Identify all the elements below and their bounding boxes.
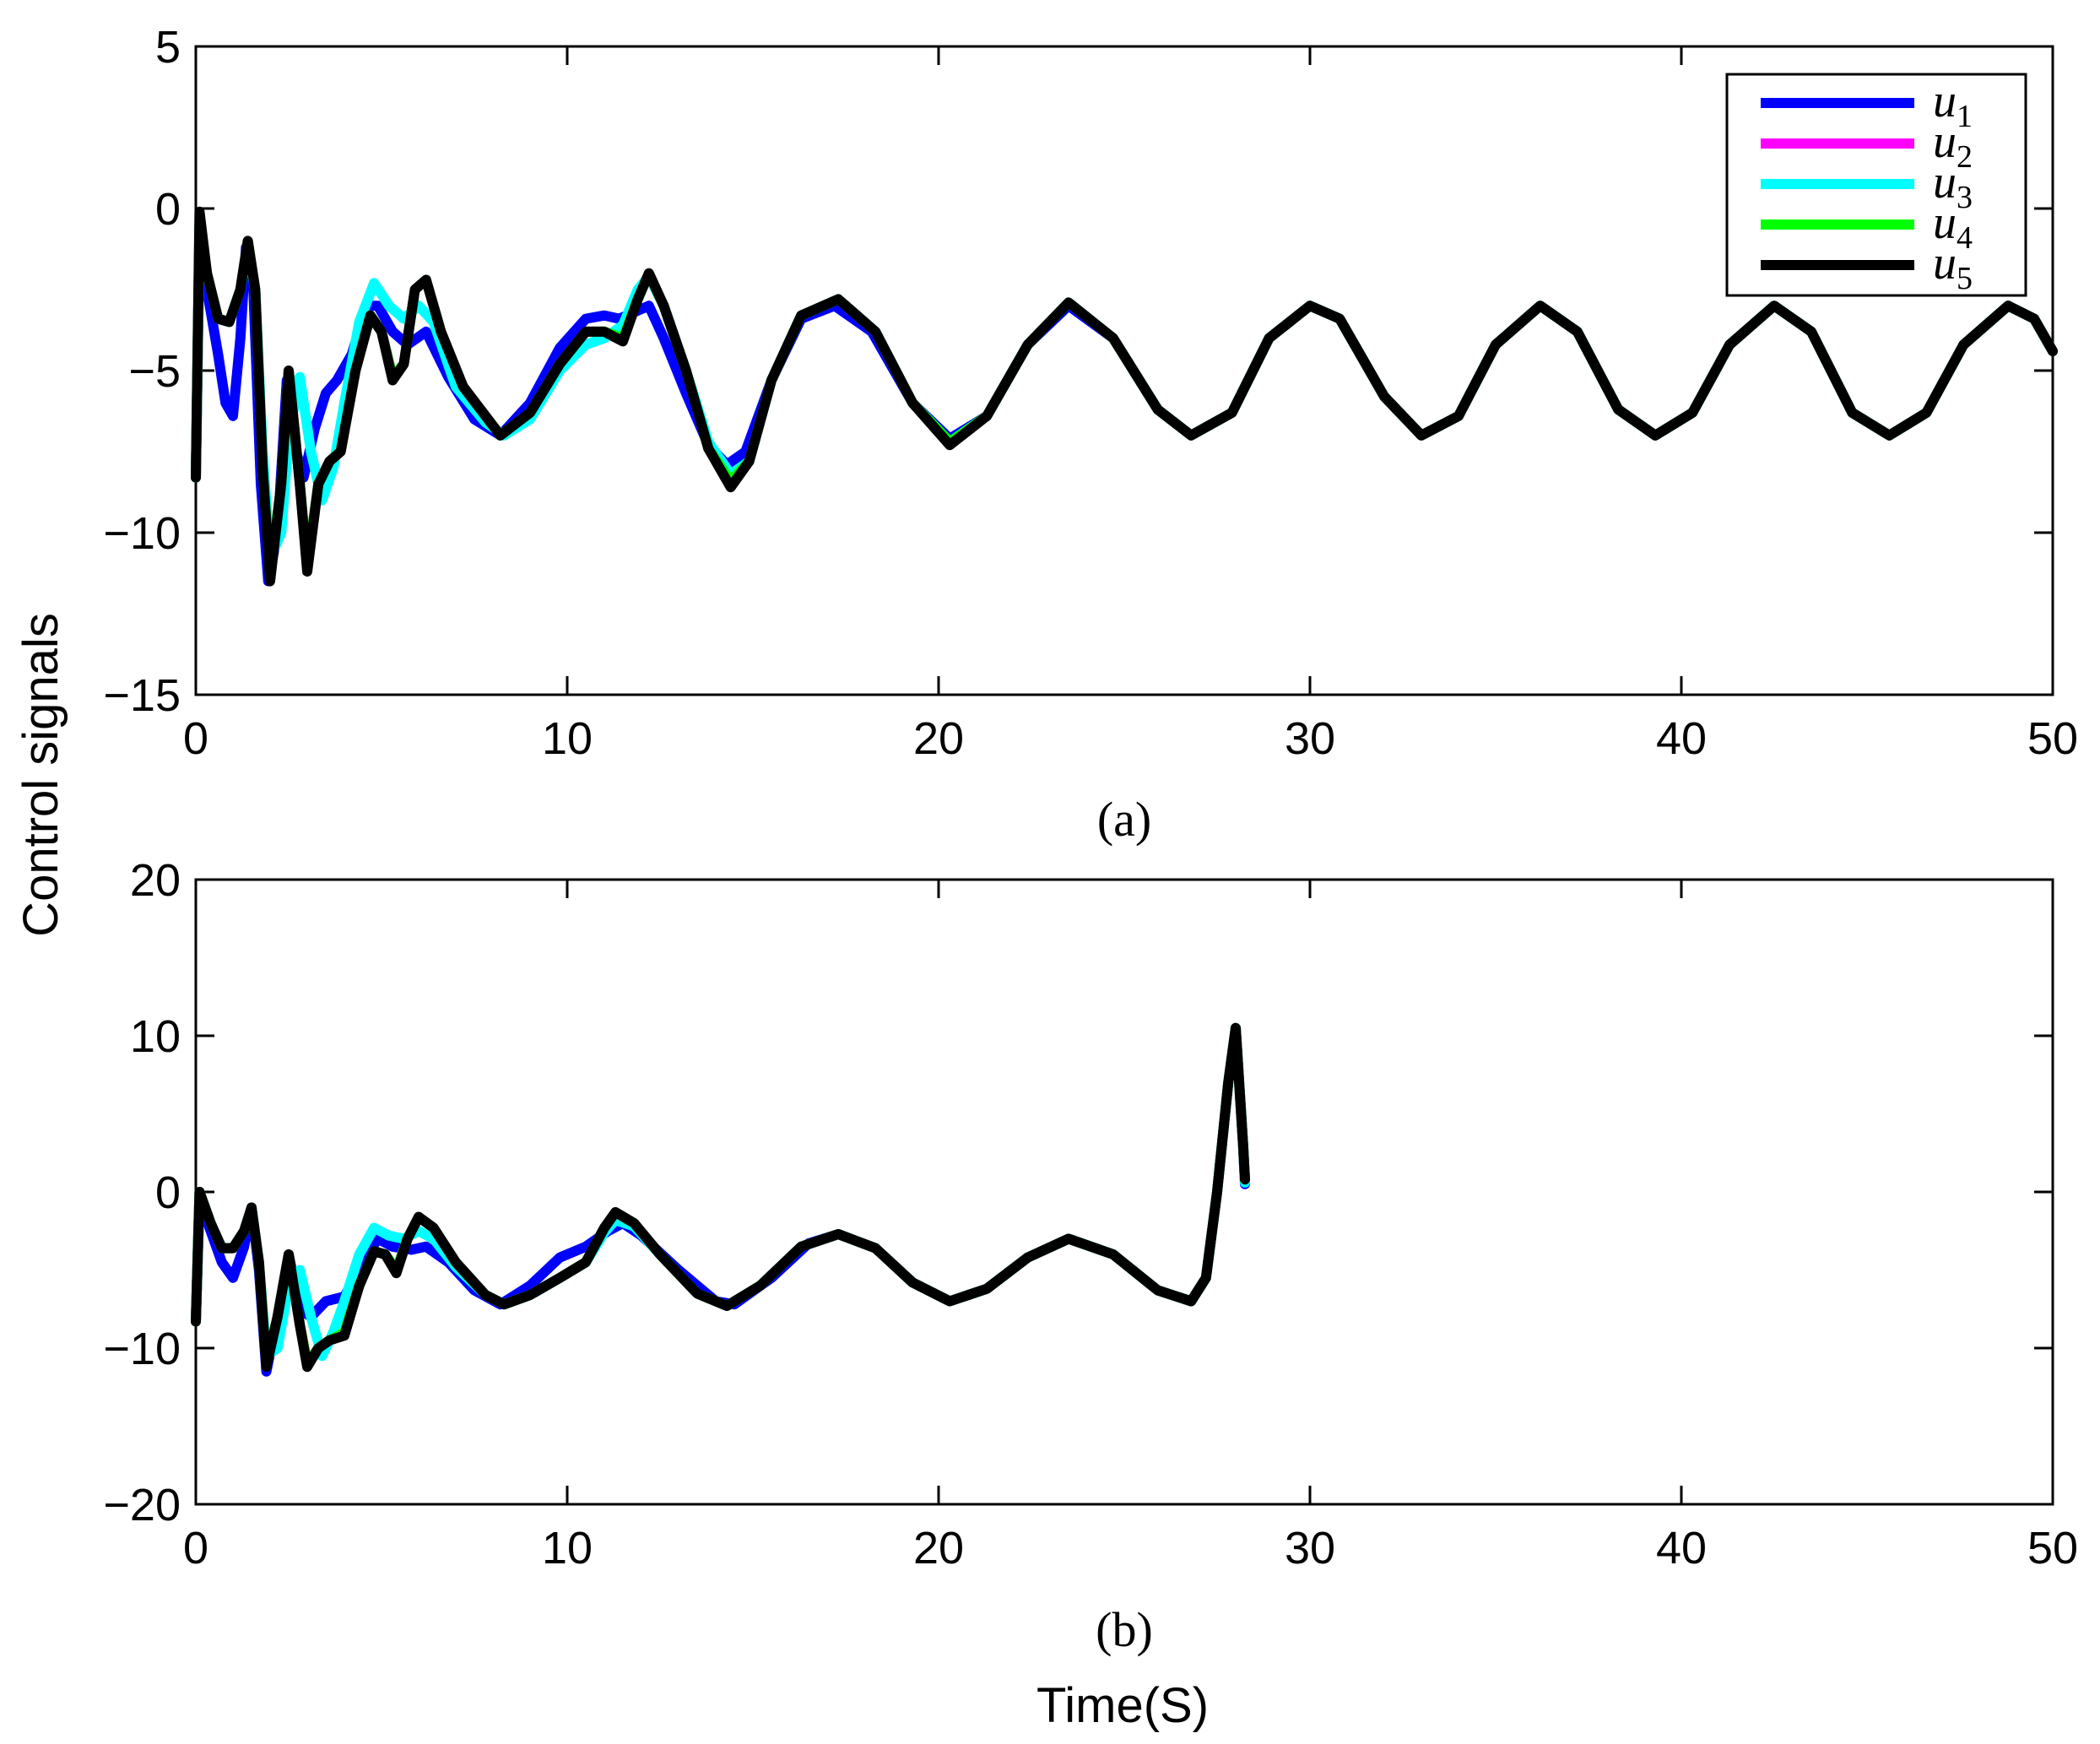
y-tick-label: 5 [155,22,181,73]
legend-label-base: u [1933,237,1957,290]
x-tick-label: 0 [183,713,208,764]
subplot-b-label: (b) [1096,1602,1153,1657]
legend-label: u4 [1933,197,1973,256]
x-tick-label: 50 [2027,1523,2078,1573]
legend-label-subscript: 2 [1957,139,1973,175]
legend-label-subscript: 5 [1957,261,1973,296]
x-tick-label: 20 [913,713,964,764]
legend-label: u2 [1933,116,1973,175]
legend-label: u5 [1933,237,1973,296]
legend-label-subscript: 4 [1957,220,1973,256]
legend-label-base: u [1933,75,1957,127]
legend-label: u3 [1933,156,1973,215]
x-tick-label: 20 [913,1523,964,1573]
y-tick-label: −10 [103,1324,181,1374]
y-tick-label: −15 [103,670,181,721]
subplot-b-ticks: 0 10 20 30 40 50 20 10 0 −10 −20 [103,855,2078,1573]
subplot-b-lines [191,1022,1250,1377]
y-tick-label: −5 [128,346,181,397]
subplot-a-label: (a) [1097,792,1151,847]
x-axis-title: Time(S) [1036,1678,1209,1733]
legend-label: u1 [1933,75,1973,134]
y-tick-label: −20 [103,1480,181,1530]
y-tick-label: 10 [130,1011,181,1062]
x-tick-label: 10 [542,1523,593,1573]
y-tick-label: 0 [155,1167,181,1218]
series-line-u5 [191,1022,1250,1373]
legend-label-subscript: 3 [1957,180,1973,215]
legend-label-base: u [1933,116,1957,168]
x-tick-label: 40 [1656,713,1707,764]
y-tick-label: 0 [155,184,181,235]
x-tick-label: 0 [183,1523,208,1573]
x-tick-label: 50 [2027,713,2078,764]
legend-label-base: u [1933,197,1957,249]
legend-label-subscript: 1 [1957,99,1973,134]
x-tick-label: 30 [1285,1523,1335,1573]
y-axis-title: Control signals [14,613,68,937]
series-line-u5 [191,206,2058,587]
subplot-b: 0 10 20 30 40 50 20 10 0 −10 −20 (b) [103,855,2078,1657]
y-tick-label: 20 [130,855,181,906]
legend-label-base: u [1933,156,1957,209]
x-tick-label: 40 [1656,1523,1707,1573]
y-tick-label: −10 [103,508,181,559]
subplot-a-lines [191,206,2058,587]
x-tick-label: 10 [542,713,593,764]
x-tick-label: 30 [1285,713,1335,764]
